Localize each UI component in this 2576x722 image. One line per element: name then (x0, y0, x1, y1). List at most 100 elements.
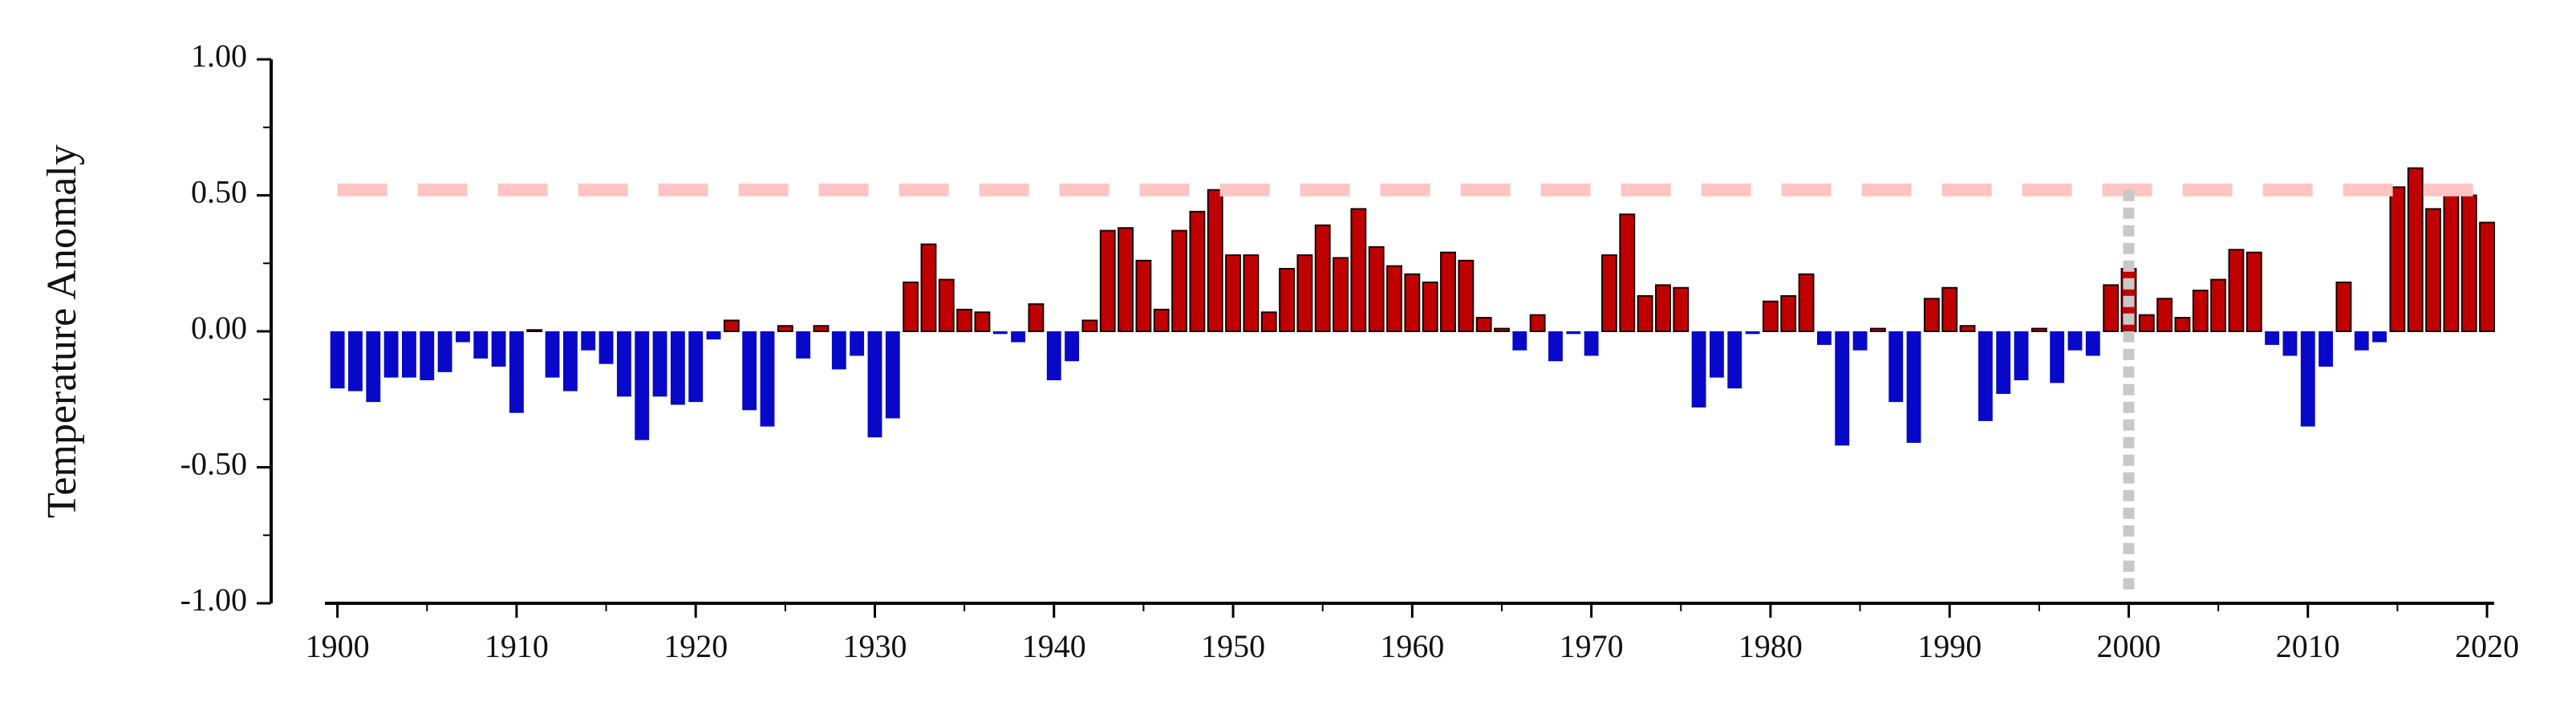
bar (2192, 290, 2209, 332)
bar (1835, 331, 1850, 446)
bar (509, 331, 524, 413)
x-tick-label: 1970 (1560, 628, 1624, 664)
bar (974, 311, 991, 332)
bar (688, 331, 704, 403)
x-tick-label: 1910 (485, 628, 549, 664)
bar (1440, 251, 1456, 332)
bar (2174, 317, 2191, 332)
bar (2210, 278, 2227, 332)
bar (2067, 331, 2083, 351)
y-tick-label: 0.00 (191, 310, 247, 346)
bar (616, 331, 631, 397)
bar (1529, 314, 1546, 333)
bar (1637, 294, 1653, 332)
bar (420, 331, 435, 381)
bar (1691, 331, 1706, 408)
bar (2103, 284, 2120, 332)
bar (1099, 229, 1116, 333)
bar (1458, 259, 1475, 332)
bar (920, 243, 937, 332)
bar (1906, 331, 1921, 443)
bar (455, 331, 470, 343)
bar (2479, 221, 2495, 332)
bar (491, 331, 506, 367)
y-axis-label: Temperature Anomaly (39, 144, 85, 518)
bar (2335, 281, 2352, 333)
bar (831, 331, 846, 370)
bar (2245, 251, 2262, 332)
x-tick-label: 1930 (842, 628, 907, 664)
bar (1065, 331, 1080, 362)
x-tick-label: 1990 (1917, 628, 1982, 664)
y-tick-label: -0.50 (181, 446, 247, 482)
bar (1655, 284, 1671, 332)
x-tick-label: 1900 (306, 628, 370, 664)
bar (813, 325, 830, 333)
bar (1350, 208, 1367, 333)
bar (1404, 273, 1421, 332)
x-tick-label: 1940 (1022, 628, 1086, 664)
y-tick-label: 1.00 (191, 38, 247, 74)
bar (1171, 229, 1188, 333)
x-tick-label: 1950 (1201, 628, 1265, 664)
bar (1959, 325, 1976, 333)
bar (1386, 265, 1402, 333)
bar (1333, 257, 1349, 332)
bar (1869, 327, 1886, 332)
bar (402, 331, 416, 378)
bar (598, 331, 614, 364)
bar (1118, 227, 1134, 332)
bar (796, 331, 811, 359)
bar (1601, 254, 1617, 332)
bar (992, 331, 1008, 335)
bar (366, 331, 381, 403)
bar (1780, 294, 1797, 332)
bar (2156, 298, 2173, 333)
bar (1494, 327, 1510, 332)
bar (383, 331, 399, 378)
bar (348, 331, 363, 391)
bar (1207, 189, 1223, 332)
bar (1260, 311, 1277, 332)
bar (1028, 303, 1045, 333)
bar (2443, 192, 2460, 332)
bar (2228, 249, 2245, 332)
bar (742, 331, 757, 411)
bar (652, 331, 667, 397)
bar (885, 331, 900, 419)
bar (1081, 319, 1098, 333)
bar (1566, 331, 1581, 335)
bar (2389, 186, 2406, 332)
bar (1368, 245, 1385, 332)
bar (1189, 210, 1206, 332)
bar (706, 331, 721, 340)
bar (2014, 331, 2029, 381)
bar (1941, 286, 1958, 333)
bar (760, 331, 775, 427)
bar (1996, 331, 2011, 394)
bar (437, 331, 452, 372)
bar (1225, 254, 1241, 332)
bar (1548, 331, 1563, 362)
bar (1852, 331, 1868, 351)
bar (1475, 317, 1492, 332)
x-tick-label: 2010 (2276, 628, 2340, 664)
x-tick-label: 2020 (2455, 628, 2519, 664)
x-tick-label: 1960 (1380, 628, 1444, 664)
bar (1745, 331, 1760, 335)
bar (2300, 331, 2315, 427)
bar (2460, 194, 2477, 332)
bar (2318, 331, 2334, 367)
bar (1046, 331, 1061, 381)
bar (635, 331, 650, 440)
bar (1512, 331, 1527, 351)
bar (2372, 331, 2387, 343)
bar (562, 331, 578, 391)
bar (1243, 254, 1260, 332)
bar (1816, 331, 1832, 345)
bar (526, 329, 543, 332)
x-tick-label: 1980 (1738, 628, 1803, 664)
bar (1762, 300, 1779, 332)
bar (723, 319, 740, 333)
